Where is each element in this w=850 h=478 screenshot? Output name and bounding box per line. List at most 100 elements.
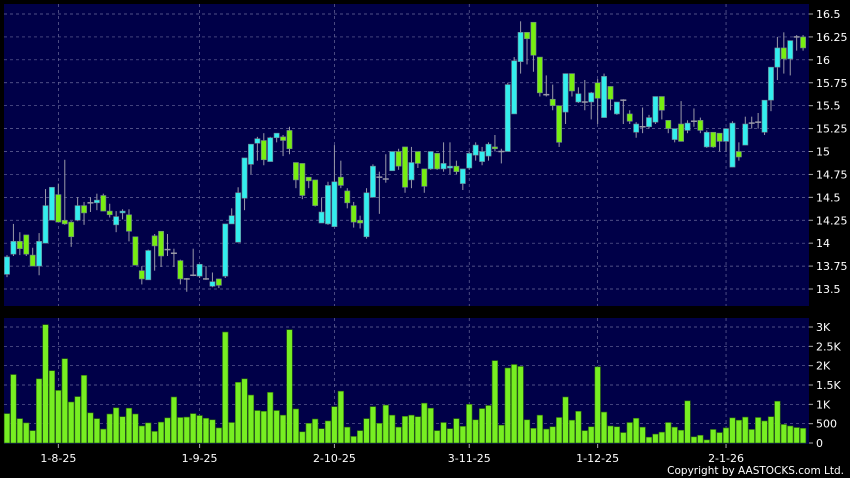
- volume-bar: [645, 436, 653, 444]
- price-tick-label: 14: [816, 237, 830, 250]
- candle-down: [100, 195, 107, 212]
- volume-bar: [588, 426, 595, 444]
- volume-bar: [504, 367, 511, 444]
- candle-up: [447, 165, 453, 169]
- candle-up: [479, 151, 485, 162]
- candle-up: [684, 122, 691, 131]
- volume-bar: [183, 416, 190, 444]
- volume-bar: [23, 422, 30, 444]
- volume-bar: [620, 432, 627, 444]
- volume-tick-label: 2K: [816, 360, 831, 373]
- volume-bars: [3, 324, 807, 444]
- price-tick-label: 16.5: [816, 8, 841, 21]
- candle-down: [678, 123, 684, 142]
- candle-down: [158, 230, 164, 257]
- date-label: 1-12-25: [576, 452, 619, 465]
- candle-up: [331, 181, 338, 227]
- volume-bar: [408, 414, 415, 444]
- candle-up: [235, 192, 242, 243]
- candle-down: [81, 205, 87, 214]
- candle-up: [318, 211, 325, 224]
- volume-bar: [286, 329, 293, 444]
- candle-down: [61, 219, 68, 225]
- volume-bar: [536, 414, 543, 444]
- volume-bar: [68, 401, 75, 444]
- candle-up: [575, 93, 582, 103]
- volume-bar: [498, 424, 505, 444]
- volume-bar: [157, 421, 165, 444]
- candle-up: [273, 132, 280, 139]
- volume-bar: [106, 413, 113, 444]
- candle-up: [440, 163, 447, 170]
- candle-up: [10, 241, 17, 255]
- candle-up: [222, 223, 229, 277]
- candle-up: [325, 185, 331, 225]
- candle-down: [536, 56, 543, 94]
- date-label: 2-1-26: [708, 452, 744, 465]
- volume-bar: [665, 422, 672, 444]
- volume-bar: [247, 394, 255, 444]
- volume-bar: [80, 375, 88, 444]
- candle-up: [466, 153, 473, 169]
- candle-up: [49, 186, 55, 221]
- volume-bar: [755, 417, 762, 444]
- candle-up: [196, 263, 203, 277]
- volume-bar: [600, 411, 608, 444]
- candle-down: [530, 21, 537, 56]
- volume-bar: [395, 426, 402, 444]
- volume-bar: [164, 417, 171, 444]
- volume-bar: [260, 410, 267, 444]
- volume-bar: [389, 414, 396, 444]
- volume-bar: [607, 425, 614, 444]
- volume-bar: [729, 417, 736, 444]
- candle-down: [626, 113, 633, 122]
- candle-up: [646, 117, 652, 128]
- candle-down: [780, 47, 787, 60]
- candle-up: [517, 32, 524, 62]
- price-tick-label: 13.75: [816, 260, 848, 273]
- volume-bar: [267, 392, 274, 444]
- candle-down: [665, 120, 672, 129]
- volume-tick-label: 2.5K: [816, 340, 841, 353]
- date-label: 2-10-25: [313, 452, 356, 465]
- volume-bar: [575, 410, 582, 444]
- candle-up: [671, 128, 678, 140]
- volume-bar: [453, 418, 460, 444]
- candle-up: [703, 131, 710, 148]
- volume-bar: [414, 416, 421, 444]
- volume-tick-label: 1K: [816, 398, 831, 411]
- candle-up: [119, 210, 126, 214]
- candle-down: [177, 260, 184, 280]
- volume-bar: [761, 420, 768, 444]
- candle-down: [395, 151, 402, 167]
- volume-bar: [742, 416, 749, 444]
- volume-bar: [55, 390, 62, 444]
- volume-bar: [722, 427, 730, 444]
- volume-bar: [87, 412, 94, 444]
- candle-down: [549, 98, 556, 106]
- candle-up: [633, 123, 640, 133]
- volume-bar: [658, 431, 665, 444]
- candle-down: [16, 241, 23, 249]
- candle-up: [511, 60, 518, 115]
- candle-down: [68, 221, 75, 238]
- candle-down: [434, 153, 441, 170]
- candle-down: [735, 151, 742, 158]
- candle-up: [145, 250, 152, 281]
- candle-down: [138, 270, 145, 280]
- volume-bar: [337, 390, 344, 444]
- candle-down: [29, 254, 36, 267]
- volume-bar: [254, 410, 261, 444]
- volume-bar: [145, 422, 152, 444]
- volume-bar: [241, 378, 248, 444]
- volume-bar: [767, 416, 775, 444]
- candle-up: [254, 138, 261, 144]
- volume-bar: [344, 426, 351, 444]
- volume-tick-label: 0: [816, 437, 823, 450]
- volume-bar: [299, 431, 306, 444]
- volume-bar: [472, 419, 479, 444]
- volume-bar: [61, 358, 68, 444]
- candle-up: [459, 168, 466, 184]
- volume-bar: [376, 422, 383, 444]
- candle-down: [414, 151, 421, 164]
